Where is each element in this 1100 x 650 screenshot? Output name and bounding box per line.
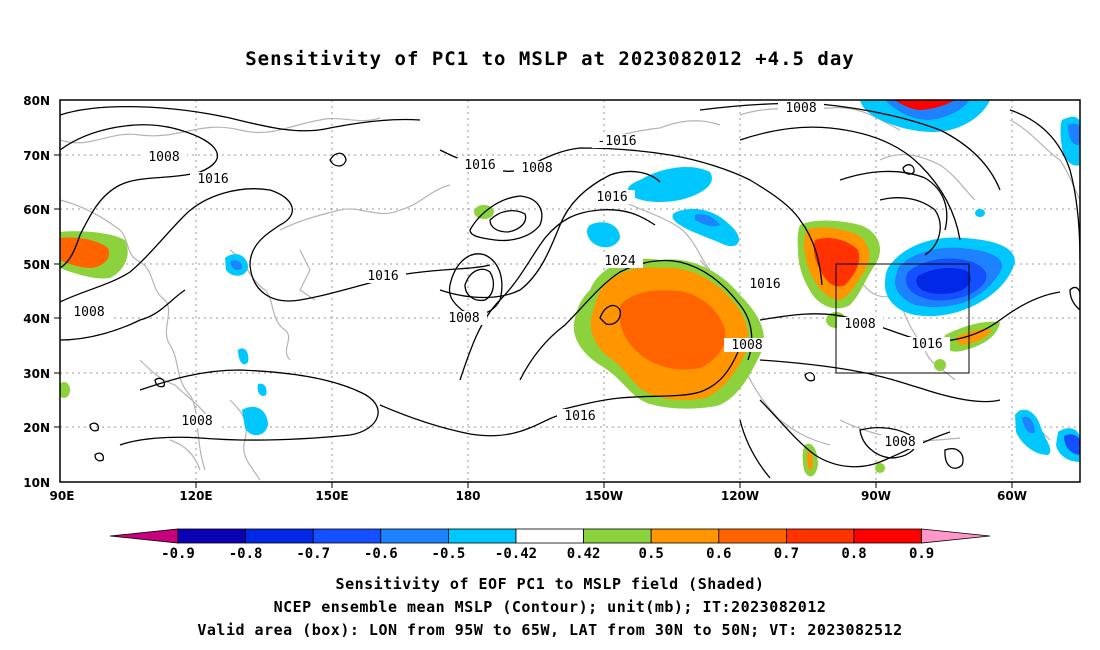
contour-label: 1008 [884, 435, 915, 450]
contour-label: 1016 [596, 190, 627, 205]
colorbar-label: 0.7 [774, 546, 799, 562]
colorbar-segment [177, 528, 246, 544]
contour-label: 1016 [564, 409, 595, 424]
contour-label: -1016 [597, 134, 636, 149]
colorbar-label: -0.5 [432, 546, 466, 562]
lat-label: 70N [23, 149, 50, 163]
map-frame [59, 99, 1081, 483]
colorbar-segment [515, 528, 584, 544]
contour-label: 1008 [785, 101, 816, 116]
colorbar-segment [583, 528, 652, 544]
lat-label: 50N [23, 258, 50, 272]
colorbar-label: 0.42 [567, 546, 601, 562]
lon-label: 120W [721, 489, 759, 503]
contour-label: 1008 [844, 317, 875, 332]
colorbar-segment [380, 528, 449, 544]
caption-contour: NCEP ensemble mean MSLP (Contour); unit(… [273, 598, 827, 616]
contour-label: 1008 [181, 414, 212, 429]
caption-valid-area: Valid area (box): LON from 95W to 65W, L… [197, 621, 903, 639]
colorbar-label: -0.8 [229, 546, 263, 562]
tick-marks [54, 154, 1013, 488]
caption-shaded: Sensitivity of EOF PC1 to MSLP field (Sh… [335, 575, 765, 593]
contour-label: 1016 [749, 277, 780, 292]
colorbar-label: 0.9 [909, 546, 934, 562]
colorbar-label: -0.7 [296, 546, 330, 562]
colorbar-label: -0.42 [495, 546, 537, 562]
colorbar-segment [786, 528, 855, 544]
contour-label: 1024 [604, 254, 635, 269]
lat-label: 30N [23, 367, 50, 381]
colorbar-segment [853, 528, 922, 544]
map-title: Sensitivity of PC1 to MSLP at 2023082012… [245, 48, 855, 70]
colorbar-segment [447, 528, 517, 544]
colorbar-label: -0.9 [161, 546, 195, 562]
sensitivity-map: 80N 70N 60N 50N 40N 30N 20N 10N 90E 120E… [23, 94, 1081, 562]
contour-label: 1008 [148, 150, 179, 165]
colorbar-min-triangle [109, 528, 179, 544]
lon-label: 150W [585, 489, 623, 503]
lon-label: 180 [455, 489, 480, 503]
colorbar-segment [245, 528, 314, 544]
latitude-labels: 80N 70N 60N 50N 40N 30N 20N 10N [23, 94, 50, 490]
colorbar-segment [312, 528, 382, 544]
lat-label: 80N [23, 94, 50, 108]
colorbar-label: 0.8 [841, 546, 866, 562]
lon-label: 90W [861, 489, 891, 503]
lat-label: 10N [23, 476, 50, 490]
contour-label: 1016 [464, 158, 495, 173]
colorbar-max-triangle [921, 528, 991, 544]
contour-label: 1016 [911, 337, 942, 352]
lon-label: 60W [997, 489, 1027, 503]
contour-label: 1016 [197, 172, 228, 187]
colorbar-label: 0.5 [639, 546, 664, 562]
contour-labels: 1008 -1016 1008 1016 1016 1008 1016 1016… [66, 101, 950, 450]
shaded-sensitivity [60, 100, 1080, 477]
longitude-labels: 90E 120E 150E 180 150W 120W 90W 60W [50, 489, 1027, 503]
colorbar [109, 528, 991, 544]
valid-area-box [835, 263, 970, 374]
colorbar-label: -0.6 [364, 546, 398, 562]
contour-label: 1008 [731, 338, 762, 353]
lon-label: 150E [315, 489, 348, 503]
contour-label: 1008 [73, 305, 104, 320]
colorbar-label: 0.6 [706, 546, 731, 562]
lat-label: 20N [23, 421, 50, 435]
contour-label: 1016 [367, 269, 398, 284]
lon-label: 90E [50, 489, 75, 503]
contour-label: 1008 [521, 161, 552, 176]
lon-label: 120E [179, 489, 212, 503]
contour-label: 1008 [448, 311, 479, 326]
mslp-contours [60, 102, 1080, 479]
colorbar-segment [718, 528, 787, 544]
colorbar-segment [650, 528, 720, 544]
lat-label: 60N [23, 203, 50, 217]
colorbar-labels: -0.9 -0.8 -0.7 -0.6 -0.5 -0.42 0.42 0.5 … [161, 546, 934, 562]
lat-label: 40N [23, 312, 50, 326]
